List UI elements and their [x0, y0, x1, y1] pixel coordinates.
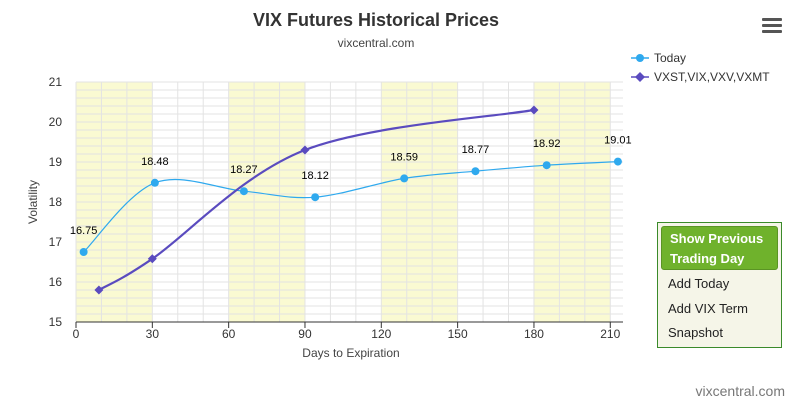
data-point-term[interactable]: [300, 145, 310, 155]
legend-item-term[interactable]: VXST,VIX,VXV,VXMT: [631, 70, 770, 84]
y-tick-label: 17: [49, 235, 63, 249]
axes: 0 30 60 90 120 150 180 210 15 16 17 18 19 20 21: [49, 75, 623, 341]
series-line-term: [98, 108, 535, 291]
y-tick-label: 15: [49, 315, 63, 329]
data-point-today[interactable]: [613, 157, 622, 166]
data-point-term[interactable]: [147, 254, 157, 264]
x-tick-label: 30: [146, 327, 160, 341]
x-tick-label: 0: [73, 327, 80, 341]
grid-lines: [75, 81, 623, 323]
hamburger-menu-icon[interactable]: [762, 18, 782, 34]
data-labels: 16.75 18.48 18.27 18.12 18.59 18.77 18.92 19.01: [70, 135, 632, 237]
x-axis-title: Days to Expiration: [302, 346, 399, 360]
data-label: 18.59: [390, 151, 418, 163]
y-tick-label: 21: [49, 75, 63, 89]
add-today-link[interactable]: Add Today: [668, 276, 730, 291]
data-point-today[interactable]: [79, 248, 88, 256]
menu-bar-3: [762, 30, 782, 33]
x-tick-label: 90: [298, 327, 312, 341]
chart-subtitle: vixcentral.com: [338, 36, 415, 50]
data-label: 18.48: [141, 156, 169, 168]
data-label: 18.27: [230, 164, 258, 176]
y-tick-label: 18: [49, 195, 63, 209]
side-panel: Show Previous Trading Day Add Today Add …: [657, 222, 782, 348]
data-label: 19.01: [604, 135, 632, 147]
data-label: 16.75: [70, 225, 98, 237]
data-label: 18.92: [533, 138, 561, 150]
y-tick-label: 19: [49, 155, 63, 169]
legend-today-marker: [636, 54, 644, 62]
y-axis-title: Volatility: [26, 180, 40, 224]
legend-term-label: VXST,VIX,VXV,VXMT: [654, 70, 770, 84]
chart-title: VIX Futures Historical Prices: [253, 10, 499, 30]
series-layer: [79, 105, 622, 295]
menu-bar-1: [762, 18, 782, 21]
data-point-today[interactable]: [400, 174, 409, 183]
x-tick-label: 150: [448, 327, 468, 341]
data-point-today[interactable]: [471, 167, 480, 176]
y-tick-label: 20: [49, 115, 63, 129]
legend-today-label: Today: [654, 51, 686, 65]
data-point-term[interactable]: [529, 105, 539, 115]
data-point-today[interactable]: [150, 178, 159, 187]
data-label: 18.12: [301, 170, 329, 182]
data-point-today[interactable]: [542, 161, 551, 170]
x-tick-label: 180: [524, 327, 544, 341]
credit-link[interactable]: vixcentral.com: [696, 383, 785, 399]
data-point-today[interactable]: [311, 193, 320, 202]
add-vix-term-link[interactable]: Add VIX Term: [668, 301, 748, 316]
x-tick-label: 210: [600, 327, 620, 341]
y-tick-label: 16: [49, 275, 63, 289]
data-point-today[interactable]: [239, 187, 248, 196]
legend-item-today[interactable]: Today: [631, 51, 686, 65]
snapshot-link[interactable]: Snapshot: [668, 325, 723, 340]
x-tick-label: 60: [222, 327, 236, 341]
legend-term-marker: [635, 72, 645, 82]
menu-bar-2: [762, 24, 782, 27]
data-label: 18.77: [462, 144, 490, 156]
legend[interactable]: Today VXST,VIX,VXV,VXMT: [631, 51, 770, 84]
show-previous-trading-day-button[interactable]: Show Previous Trading Day: [661, 226, 778, 270]
data-point-term[interactable]: [94, 285, 104, 295]
x-tick-label: 120: [371, 327, 391, 341]
